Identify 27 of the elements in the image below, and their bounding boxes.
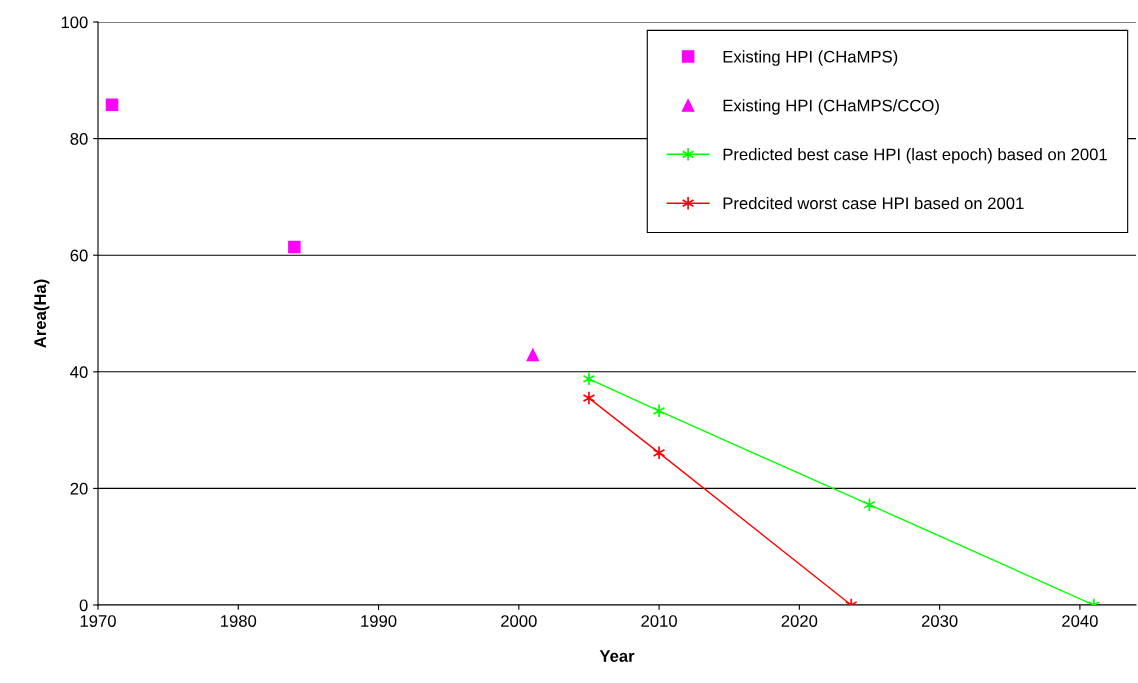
legend-label: Predcited worst case HPI based on 2001	[723, 196, 1024, 210]
x-tick-label: 1970	[80, 615, 116, 627]
point	[105, 98, 119, 112]
legend-label: Predicted best case HPI (last epoch) based on 2001	[723, 148, 1107, 164]
point	[582, 371, 596, 386]
y-axis-title: Area(Ha)	[33, 279, 50, 348]
x-tick-label: 2040	[1062, 615, 1098, 627]
y-tick-label: 40	[70, 366, 88, 378]
legend-label: Existing HPI (CHaMPS/CCO)	[723, 99, 939, 115]
x-tick-label: 2030	[921, 615, 958, 627]
point	[288, 240, 301, 254]
x-tick-label: 2010	[641, 615, 677, 627]
y-tick-label: 100	[61, 16, 88, 29]
x-axis-title: Year	[599, 650, 635, 662]
y-tick-label: 80	[70, 133, 88, 145]
y-tick-label: 0	[79, 599, 88, 612]
point	[652, 445, 666, 460]
point	[652, 403, 666, 418]
y-tick-label: 60	[70, 249, 88, 262]
y-tick-label: 20	[70, 482, 88, 495]
x-tick-label: 1980	[221, 615, 257, 627]
legend-label: Existing HPI (CHaMPS)	[723, 50, 898, 66]
x-tick-label: 1990	[361, 615, 397, 627]
x-tick-label: 2020	[781, 615, 818, 627]
x-tick-label: 2000	[501, 615, 537, 627]
point	[526, 348, 540, 362]
point	[582, 390, 596, 406]
